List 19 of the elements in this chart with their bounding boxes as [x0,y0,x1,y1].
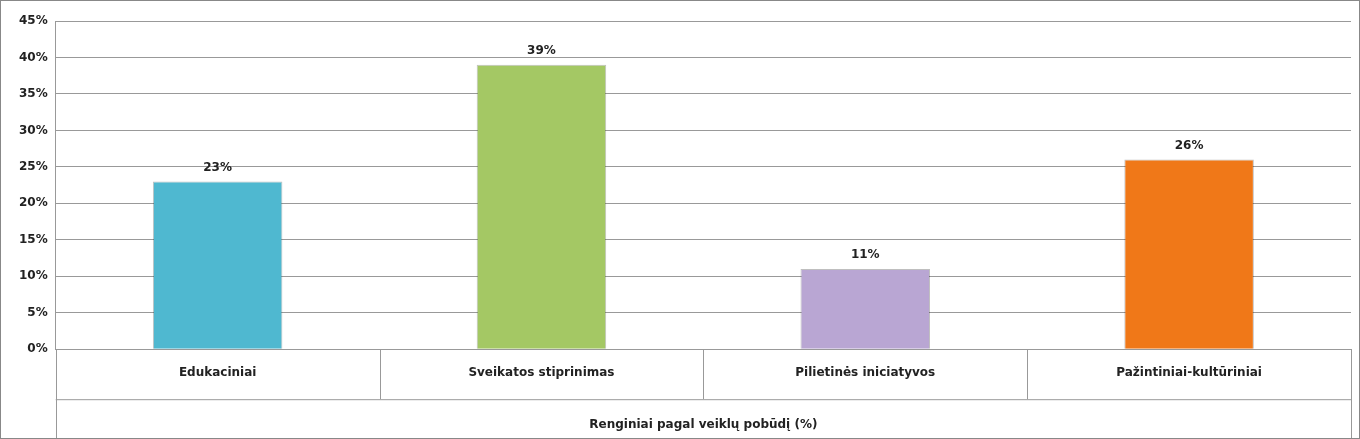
x-tick-label: Edukaciniai [178,364,257,379]
y-tick-label: 5% [27,304,48,319]
data-label: 39% [527,42,556,57]
data-label: 26% [1174,137,1204,152]
y-tick-label: 30% [18,122,48,137]
y-tick-label: 20% [18,195,48,210]
y-tick-label: 25% [18,158,48,173]
y-tick-label: 15% [18,231,48,246]
x-tick-label: Pilietinės iniciatyvos [795,364,936,379]
y-tick-label: 40% [18,49,48,64]
y-tick-label: 45% [18,13,48,28]
x-tick-label: Pažintiniai-kultūriniai [1116,364,1262,379]
y-tick-label: 0% [27,341,48,356]
y-tick-label: 35% [18,86,48,101]
x-axis-title: Renginiai pagal veiklų pobūdį (%) [589,416,818,431]
x-tick-label: Sveikatos stiprinimas [468,364,615,379]
data-label: 11% [850,247,880,262]
data-label: 23% [203,159,232,174]
y-tick-label: 10% [18,268,48,283]
